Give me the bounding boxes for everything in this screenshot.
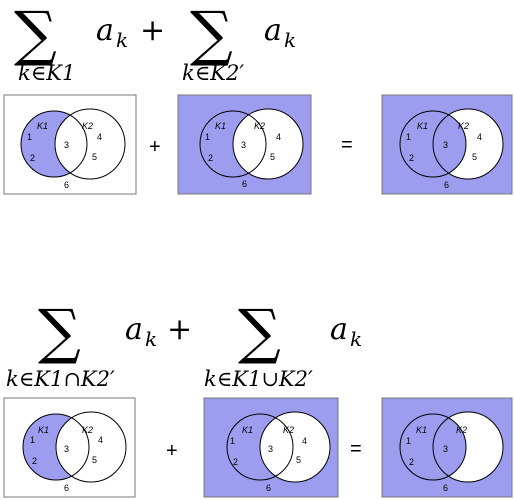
region-5: 5	[296, 455, 301, 465]
region-1: 1	[27, 132, 32, 142]
top-summand-1: a	[96, 13, 114, 48]
venn-circle-k2	[432, 108, 504, 180]
venn-circle-k2	[232, 108, 304, 180]
venn-circle-k2	[55, 411, 127, 483]
venn-top-right: K1 K2 1 2 3 4 5 6	[381, 94, 513, 195]
region-4: 4	[276, 132, 281, 142]
label-k2: K2	[82, 425, 93, 435]
label-k1: K1	[38, 425, 49, 435]
bottom-formula: ∑ k∈K1∩K2′ a k + ∑ k∈K1∪K2′ a k	[6, 297, 362, 391]
bottom-summand-1: a	[125, 312, 143, 347]
venn-region-k2-unshaded	[260, 412, 330, 482]
region-4: 4	[98, 435, 103, 445]
label-k2: K2	[82, 121, 93, 131]
top-plus-sign: +	[149, 136, 161, 158]
region-1: 1	[205, 132, 210, 142]
bottom-plus-sign: +	[166, 440, 178, 462]
bottom-subscript-2: k∈K1∪K2′	[204, 367, 313, 391]
region-2: 2	[30, 153, 35, 163]
venn-bottom-middle: K1 K2 1 2 3 4 5 6	[203, 397, 339, 498]
label-k1: K1	[215, 121, 226, 131]
region-6: 6	[266, 483, 271, 493]
venn-circle-k1	[226, 413, 294, 481]
top-subscript-1: k∈K1	[18, 61, 75, 85]
region-4: 4	[477, 132, 482, 142]
venn-circle-k1	[399, 413, 467, 481]
label-k1: K1	[37, 121, 48, 131]
region-5: 5	[92, 455, 97, 465]
region-6: 6	[64, 483, 69, 493]
region-5: 5	[92, 152, 97, 162]
top-formula: ∑ k∈K1 a k + ∑ k∈K2′ a k	[14, 0, 296, 85]
bottom-summand-2: a	[330, 312, 348, 347]
bottom-summand-1-sub: k	[145, 327, 157, 351]
bottom-plus-formula: +	[167, 312, 192, 347]
bottom-sigma-1: ∑	[38, 297, 81, 367]
label-k2: K2	[283, 425, 294, 435]
venn-region-k2-unshaded	[233, 109, 303, 179]
top-summand-1-sub: k	[116, 28, 128, 52]
region-3: 3	[64, 140, 69, 150]
region-5: 5	[472, 152, 477, 162]
venn-circle-k1	[199, 110, 267, 178]
region-3: 3	[443, 444, 448, 454]
venn-top-middle: K1 K2 1 2 3 4 5 6	[177, 94, 312, 195]
venn-region-intersection	[56, 414, 89, 480]
region-4: 4	[302, 436, 307, 446]
bottom-sigma-2: ∑	[238, 297, 281, 367]
label-k1: K1	[242, 425, 253, 435]
top-summand-2-sub: k	[284, 28, 296, 52]
region-6: 6	[443, 483, 448, 493]
venn-circle-k2	[54, 108, 126, 180]
top-equals-sign: =	[341, 134, 353, 156]
region-1: 1	[30, 435, 35, 445]
bottom-summand-2-sub: k	[350, 327, 362, 351]
region-2: 2	[409, 457, 414, 467]
region-2: 2	[32, 456, 37, 466]
label-k1: K1	[417, 121, 428, 131]
region-2: 2	[208, 153, 213, 163]
label-k2: K2	[456, 425, 467, 435]
top-summand-2: a	[264, 13, 282, 48]
venn-bottom-left: K1 K2 1 2 3 4 5 6	[3, 397, 136, 498]
region-3: 3	[64, 444, 69, 454]
region-1: 1	[406, 436, 411, 446]
region-6: 6	[64, 180, 69, 190]
venn-circle-k1	[22, 413, 90, 481]
region-4: 4	[97, 132, 102, 142]
region-2: 2	[409, 153, 414, 163]
region-6: 6	[242, 179, 247, 189]
top-sigma-2: ∑	[190, 0, 233, 69]
venn-circle-k1	[399, 110, 467, 178]
region-2: 2	[233, 457, 238, 467]
label-k1: K1	[416, 425, 427, 435]
label-k2: K2	[458, 121, 469, 131]
region-3: 3	[268, 444, 273, 454]
venn-bottom-right: K1 K2 1 2 3 6	[381, 397, 513, 498]
venn-circle-k1	[20, 110, 88, 178]
region-5: 5	[270, 152, 275, 162]
venn-circle-k2	[259, 411, 331, 483]
label-k2: K2	[254, 121, 265, 131]
bottom-subscript-1: k∈K1∩K2′	[6, 367, 115, 391]
region-1: 1	[230, 436, 235, 446]
bottom-equals-sign: =	[350, 438, 362, 460]
region-6: 6	[444, 180, 449, 190]
region-3: 3	[241, 140, 246, 150]
top-sigma-1: ∑	[14, 0, 57, 69]
venn-region-intersection	[55, 111, 87, 177]
top-plus-formula: +	[140, 13, 165, 48]
venn-circle-k2	[432, 411, 504, 483]
region-3: 3	[443, 140, 448, 150]
venn-top-left: K1 K2 1 2 3 4 5 6	[3, 94, 137, 195]
region-1: 1	[406, 132, 411, 142]
top-subscript-2: k∈K2′	[182, 61, 244, 85]
